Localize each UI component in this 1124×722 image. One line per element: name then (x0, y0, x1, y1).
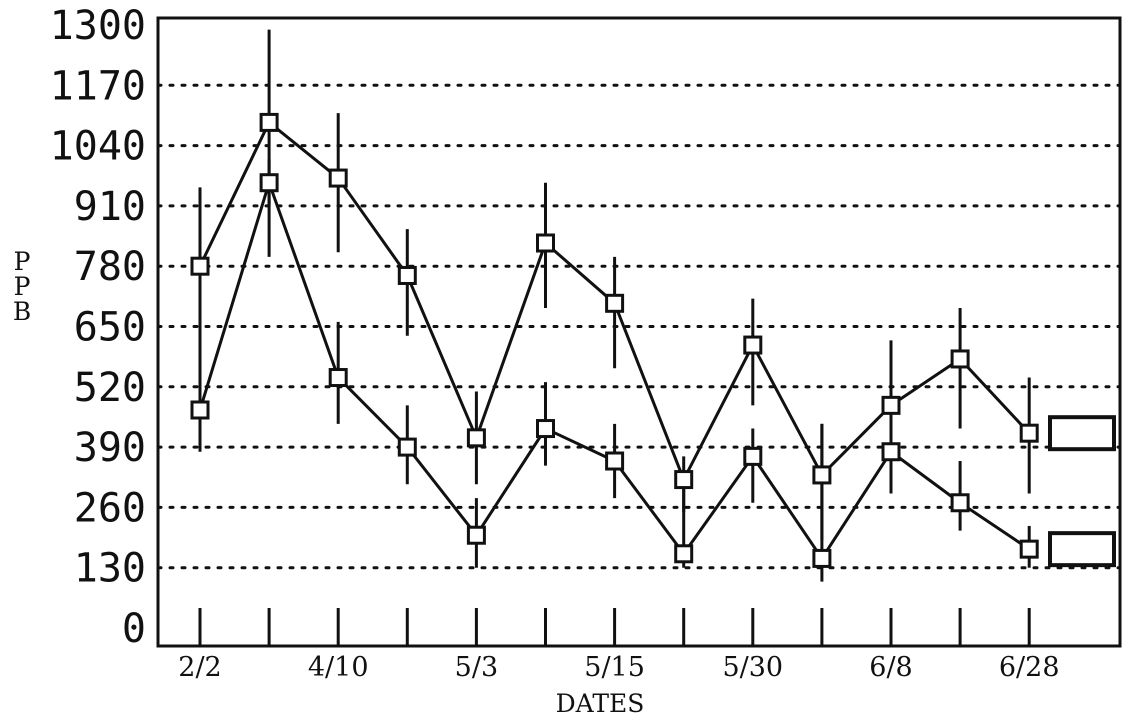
marker-s2-11 (950, 493, 970, 513)
marker-s1-1 (259, 112, 279, 132)
marker-s2-1 (259, 173, 279, 193)
marker-s2-6 (605, 451, 625, 471)
marker-s2-8 (743, 446, 763, 466)
x-tick-label-4-10: 4/10 (308, 652, 369, 683)
series-line-2 (198, 181, 1031, 560)
marker-s1-2 (328, 168, 348, 188)
svg-text:PPB: PPB (13, 247, 31, 326)
marker-s2-9 (812, 548, 832, 568)
y-tick-label-0: 0 (122, 606, 146, 652)
x-tick-label-5-15: 5/15 (584, 652, 645, 683)
marker-s2-7 (674, 544, 694, 564)
y-tick-label-910: 910 (74, 184, 146, 230)
x-tick-label-5-30: 5/30 (722, 652, 783, 683)
marker-s2-4 (466, 525, 486, 545)
y-tick-label-130: 130 (74, 546, 146, 592)
marker-s1-10 (881, 395, 901, 415)
x-tick-label-6-8: 6/8 (869, 652, 912, 683)
series-end-tag-box-2 (1048, 531, 1116, 568)
series-end-tags (1048, 415, 1116, 568)
y-tick-label-1040: 1040 (50, 124, 146, 170)
marker-s1-12 (1019, 423, 1039, 443)
y-tick-labels: 0 130 260 390 520 650 780 910 1040 1170 1300 (50, 3, 146, 652)
y-tick-label-1170: 1170 (50, 63, 146, 109)
marker-s1-6 (605, 293, 625, 313)
marker-s2-2 (328, 368, 348, 388)
marker-s1-3 (397, 265, 417, 285)
y-tick-label-780: 780 (74, 244, 146, 290)
marker-s2-0 (190, 400, 210, 420)
marker-s1-5 (536, 233, 555, 253)
marker-s1-11 (950, 349, 970, 369)
marker-s2-3 (397, 437, 417, 457)
x-tick-labels: 2/2 4/10 5/3 5/15 5/30 6/8 6/28 (178, 652, 1059, 683)
plot-frame (156, 16, 1122, 648)
marker-s1-0 (190, 256, 210, 276)
series-end-tag-box-1 (1048, 415, 1116, 452)
y-tick-label-650: 650 (74, 305, 146, 351)
marker-s2-5 (536, 419, 555, 439)
marker-s1-7 (674, 470, 694, 490)
x-tick-label-6-28: 6/28 (999, 652, 1060, 683)
marker-s2-10 (881, 442, 901, 462)
y-tick-label-260: 260 (74, 485, 146, 531)
x-tick-label-5-3: 5/3 (455, 652, 498, 683)
marker-s2-12 (1019, 539, 1039, 559)
y-tick-label-520: 520 (74, 365, 146, 411)
x-axis-title: DATES (556, 689, 645, 718)
x-tick-label-2-2: 2/2 (178, 652, 221, 683)
y-tick-label-1300: 1300 (50, 3, 146, 49)
data-markers (190, 112, 1039, 568)
grid-lines (156, 83, 1122, 646)
marker-s1-8 (743, 335, 763, 355)
y-tick-label-390: 390 (74, 425, 146, 471)
marker-s1-4 (466, 428, 486, 448)
marker-s1-9 (812, 465, 832, 485)
